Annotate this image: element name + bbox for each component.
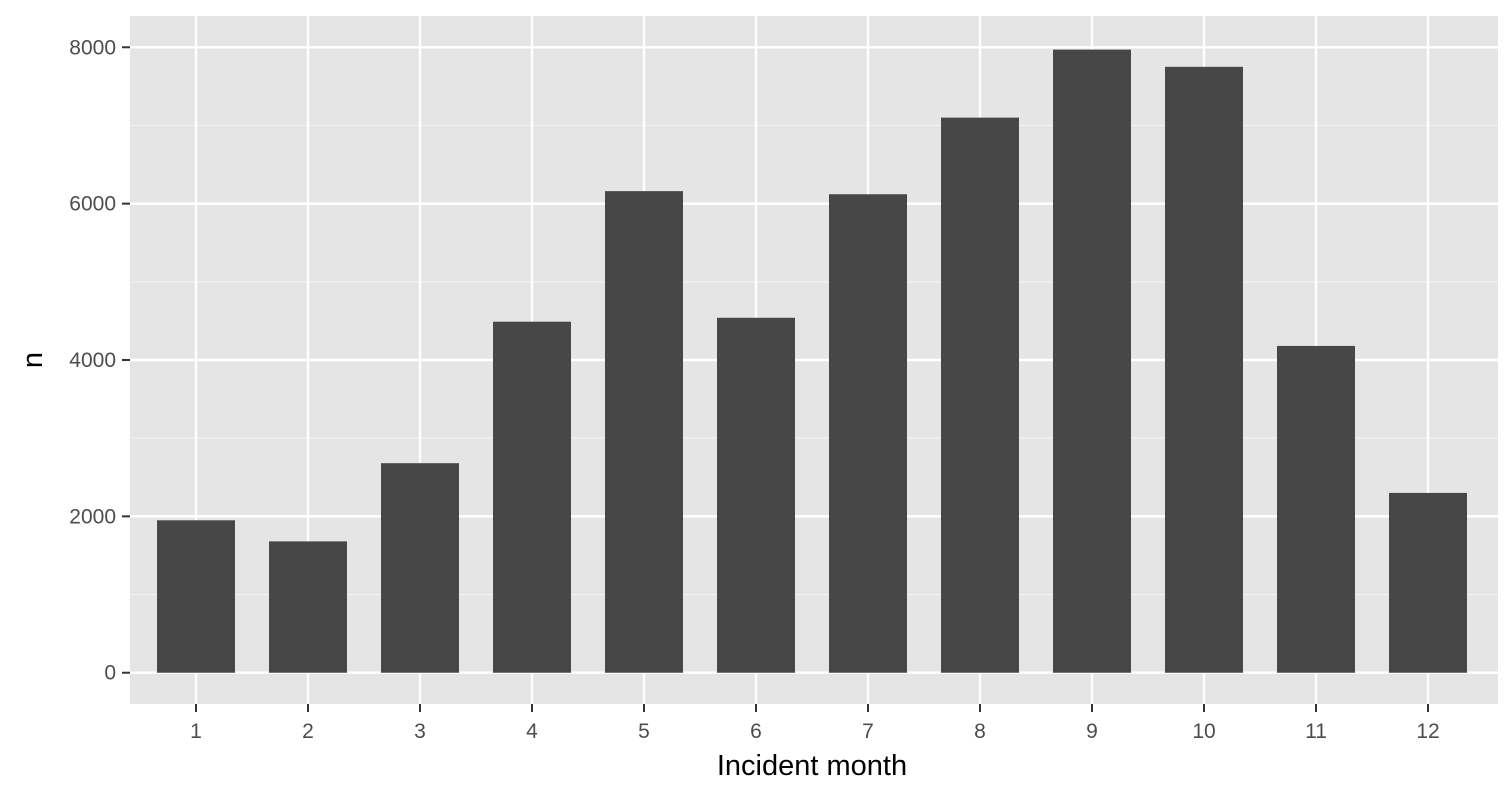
y-axis-title: n [17, 352, 49, 368]
bar-month-3 [381, 463, 459, 673]
x-tick-label: 11 [1305, 720, 1327, 743]
x-tick-label: 12 [1416, 720, 1439, 743]
bar-month-7 [829, 194, 907, 673]
bar-month-5 [605, 191, 683, 673]
x-tick-label: 1 [190, 720, 202, 743]
bar-month-9 [1053, 49, 1131, 673]
x-axis: 1 2 3 4 5 6 7 8 9 10 11 12 [190, 704, 1440, 743]
x-tick-label: 9 [1086, 720, 1098, 743]
bar-month-8 [941, 117, 1019, 673]
bar-month-11 [1277, 345, 1355, 673]
bar-month-4 [493, 321, 571, 673]
x-tick-label: 6 [750, 720, 762, 743]
x-tick-label: 8 [974, 720, 986, 743]
x-tick-label: 2 [302, 720, 314, 743]
y-tick-label: 0 [104, 662, 116, 685]
x-tick-label: 7 [862, 720, 874, 743]
y-tick-label: 2000 [69, 505, 116, 528]
bar-month-10 [1165, 66, 1243, 673]
x-tick-label: 5 [638, 720, 650, 743]
bar-month-12 [1389, 492, 1467, 673]
y-tick-label: 6000 [69, 193, 116, 216]
bar-month-2 [269, 541, 347, 673]
x-tick-label: 4 [526, 720, 538, 743]
y-tick-label: 4000 [69, 349, 116, 372]
bars-layer [157, 49, 1467, 673]
y-tick-label: 8000 [69, 36, 116, 59]
x-tick-label: 3 [414, 720, 426, 743]
x-tick-label: 10 [1192, 720, 1215, 743]
x-axis-title: Incident month [717, 750, 907, 782]
bar-month-1 [157, 520, 235, 673]
y-axis: 0 2000 4000 6000 8000 [69, 36, 130, 685]
bar-month-6 [717, 317, 795, 673]
